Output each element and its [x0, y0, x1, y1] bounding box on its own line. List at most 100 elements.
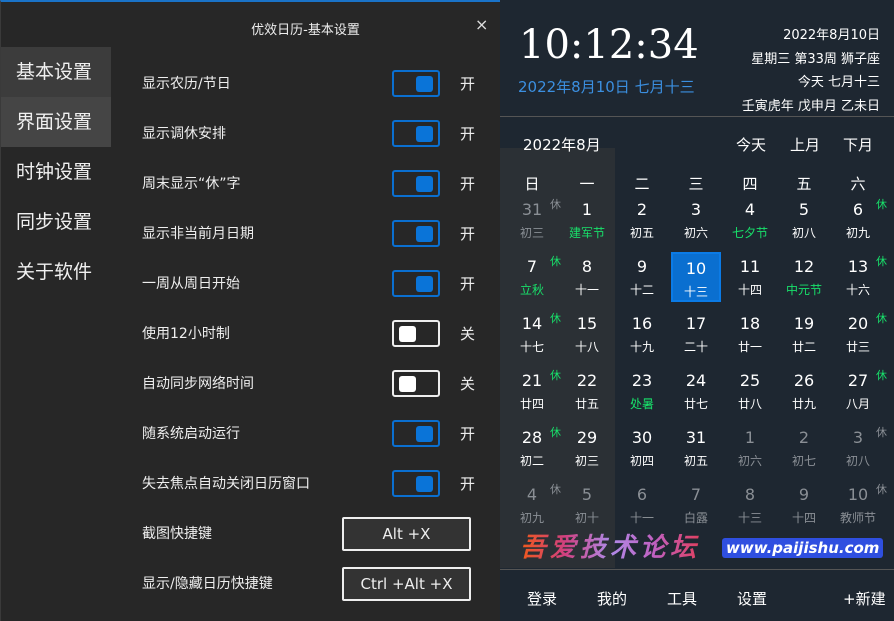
toggle-state: 开 — [460, 475, 476, 493]
calendar-day[interactable]: 12 中元节 — [779, 252, 829, 302]
calendar-day[interactable]: 16 十九 — [617, 309, 667, 359]
calendar-day[interactable]: 6 十一 — [617, 480, 667, 530]
rest-badge: 休 — [550, 198, 561, 211]
setting-row: 显示农历/节日 开 — [142, 68, 482, 98]
calendar-panel: 10:12:34 2022年8月10日 七月十三 2022年8月10日 星期三 第… — [500, 0, 894, 621]
day-number: 30 — [631, 428, 653, 447]
lunar-date: 廿八 — [737, 397, 762, 411]
hotkey-row: 截图快捷键 Alt +X — [142, 517, 482, 551]
calendar-day[interactable]: 4 初九 休 — [507, 480, 561, 530]
calendar-day[interactable]: 1 建军节 — [562, 195, 612, 245]
calendar-day[interactable]: 27 八月 休 — [833, 366, 887, 416]
weekday-label: 六 — [850, 175, 866, 193]
day-number: 1 — [744, 428, 756, 447]
toggle-knob — [416, 76, 433, 92]
calendar-day[interactable]: 9 十二 — [617, 252, 667, 302]
sidebar-item[interactable]: 时钟设置 — [16, 161, 93, 183]
calendar-day[interactable]: 26 廿九 — [779, 366, 829, 416]
lunar-date: 十一 — [574, 283, 599, 297]
toggle-switch[interactable] — [392, 120, 440, 147]
bottom-menu-item[interactable]: 我的 — [597, 590, 628, 608]
toggle-switch[interactable] — [392, 470, 440, 497]
calendar-day[interactable]: 11 十四 — [725, 252, 775, 302]
toggle-state: 开 — [460, 175, 476, 193]
bottom-menu-item[interactable]: +新建 — [843, 590, 886, 608]
toggle-switch[interactable] — [392, 320, 440, 347]
calendar-day[interactable]: 3 初八 休 — [833, 423, 887, 473]
toggle-switch[interactable] — [392, 270, 440, 297]
calendar-day[interactable]: 8 十三 — [725, 480, 775, 530]
calendar-day[interactable]: 10 教师节 休 — [833, 480, 887, 530]
toggle-switch[interactable] — [392, 370, 440, 397]
day-number: 6 — [852, 200, 864, 219]
calendar-day[interactable]: 24 廿七 — [671, 366, 721, 416]
calendar-day[interactable]: 7 立秋 休 — [507, 252, 561, 302]
sidebar-item[interactable]: 界面设置 — [1, 97, 111, 147]
bottom-menu-item[interactable]: 设置 — [737, 590, 768, 608]
calendar-day[interactable]: 25 廿八 — [725, 366, 775, 416]
nav-button[interactable]: 下月 — [843, 136, 874, 154]
calendar-day[interactable]: 10 十三 — [671, 252, 721, 302]
nav-button[interactable]: 上月 — [790, 136, 821, 154]
calendar-day[interactable]: 28 初二 休 — [507, 423, 561, 473]
calendar-day[interactable]: 19 廿二 — [779, 309, 829, 359]
calendar-day[interactable]: 2 初五 — [617, 195, 667, 245]
calendar-day[interactable]: 1 初六 — [725, 423, 775, 473]
calendar-day[interactable]: 20 廿三 休 — [833, 309, 887, 359]
calendar-day[interactable]: 31 初五 — [671, 423, 721, 473]
nav-button[interactable]: 今天 — [736, 136, 767, 154]
sidebar-item[interactable]: 关于软件 — [16, 261, 93, 283]
hotkey-input[interactable]: Ctrl +Alt +X — [342, 567, 471, 601]
day-number: 9 — [636, 257, 648, 276]
lunar-date: 白露 — [683, 511, 708, 525]
calendar-day[interactable]: 2 初七 — [779, 423, 829, 473]
toggle-state: 开 — [460, 425, 476, 443]
rest-badge: 休 — [876, 312, 887, 325]
calendar-day[interactable]: 9 十四 — [779, 480, 829, 530]
lunar-date: 中元节 — [785, 283, 822, 297]
toggle-knob — [399, 376, 416, 392]
calendar-day[interactable]: 23 处暑 — [617, 366, 667, 416]
day-number: 7 — [690, 485, 702, 504]
weekday-label: 三 — [688, 175, 704, 193]
calendar-day[interactable]: 6 初九 休 — [833, 195, 887, 245]
toggle-switch[interactable] — [392, 170, 440, 197]
calendar-day[interactable]: 7 白露 — [671, 480, 721, 530]
calendar-day[interactable]: 13 十六 休 — [833, 252, 887, 302]
lunar-date: 十三 — [737, 511, 762, 525]
setting-row: 显示非当前月日期 开 — [142, 218, 482, 248]
calendar-day[interactable]: 4 七夕节 — [725, 195, 775, 245]
day-number: 31 — [685, 428, 707, 447]
calendar-day[interactable]: 17 二十 — [671, 309, 721, 359]
calendar-day[interactable]: 5 初十 — [562, 480, 612, 530]
bottom-menu-item[interactable]: 工具 — [667, 590, 698, 608]
lunar-date: 廿九 — [791, 397, 816, 411]
day-number: 8 — [581, 257, 593, 276]
calendar-day[interactable]: 15 十八 — [562, 309, 612, 359]
calendar-day[interactable]: 3 初六 — [671, 195, 721, 245]
calendar-day[interactable]: 21 廿四 休 — [507, 366, 561, 416]
calendar-day[interactable]: 5 初八 — [779, 195, 829, 245]
calendar-day[interactable]: 14 十七 休 — [507, 309, 561, 359]
calendar-day[interactable]: 31 初三 休 — [507, 195, 561, 245]
close-icon[interactable]: × — [475, 15, 489, 34]
sidebar-item[interactable]: 同步设置 — [16, 211, 93, 233]
toggle-switch[interactable] — [392, 220, 440, 247]
info-line: 星期三 第33周 狮子座 — [751, 51, 880, 67]
toggle-switch[interactable] — [392, 70, 440, 97]
calendar-day[interactable]: 29 初三 — [562, 423, 612, 473]
hotkey-input[interactable]: Alt +X — [342, 517, 471, 551]
toggle-knob — [399, 326, 416, 342]
setting-row: 失去焦点自动关闭日历窗口 开 — [142, 468, 482, 498]
calendar-day[interactable]: 30 初四 — [617, 423, 667, 473]
bottom-menu-item[interactable]: 登录 — [527, 590, 558, 608]
toggle-knob — [416, 276, 433, 292]
sidebar-item[interactable]: 基本设置 — [1, 47, 111, 97]
calendar-day[interactable]: 22 廿五 — [562, 366, 612, 416]
toggle-switch[interactable] — [392, 420, 440, 447]
calendar-day[interactable]: 18 廿一 — [725, 309, 775, 359]
hotkey-row: 显示/隐藏日历快捷键 Ctrl +Alt +X — [142, 567, 482, 601]
calendar-day[interactable]: 8 十一 — [562, 252, 612, 302]
lunar-date: 十三 — [683, 285, 708, 299]
setting-row: 随系统启动运行 开 — [142, 418, 482, 448]
